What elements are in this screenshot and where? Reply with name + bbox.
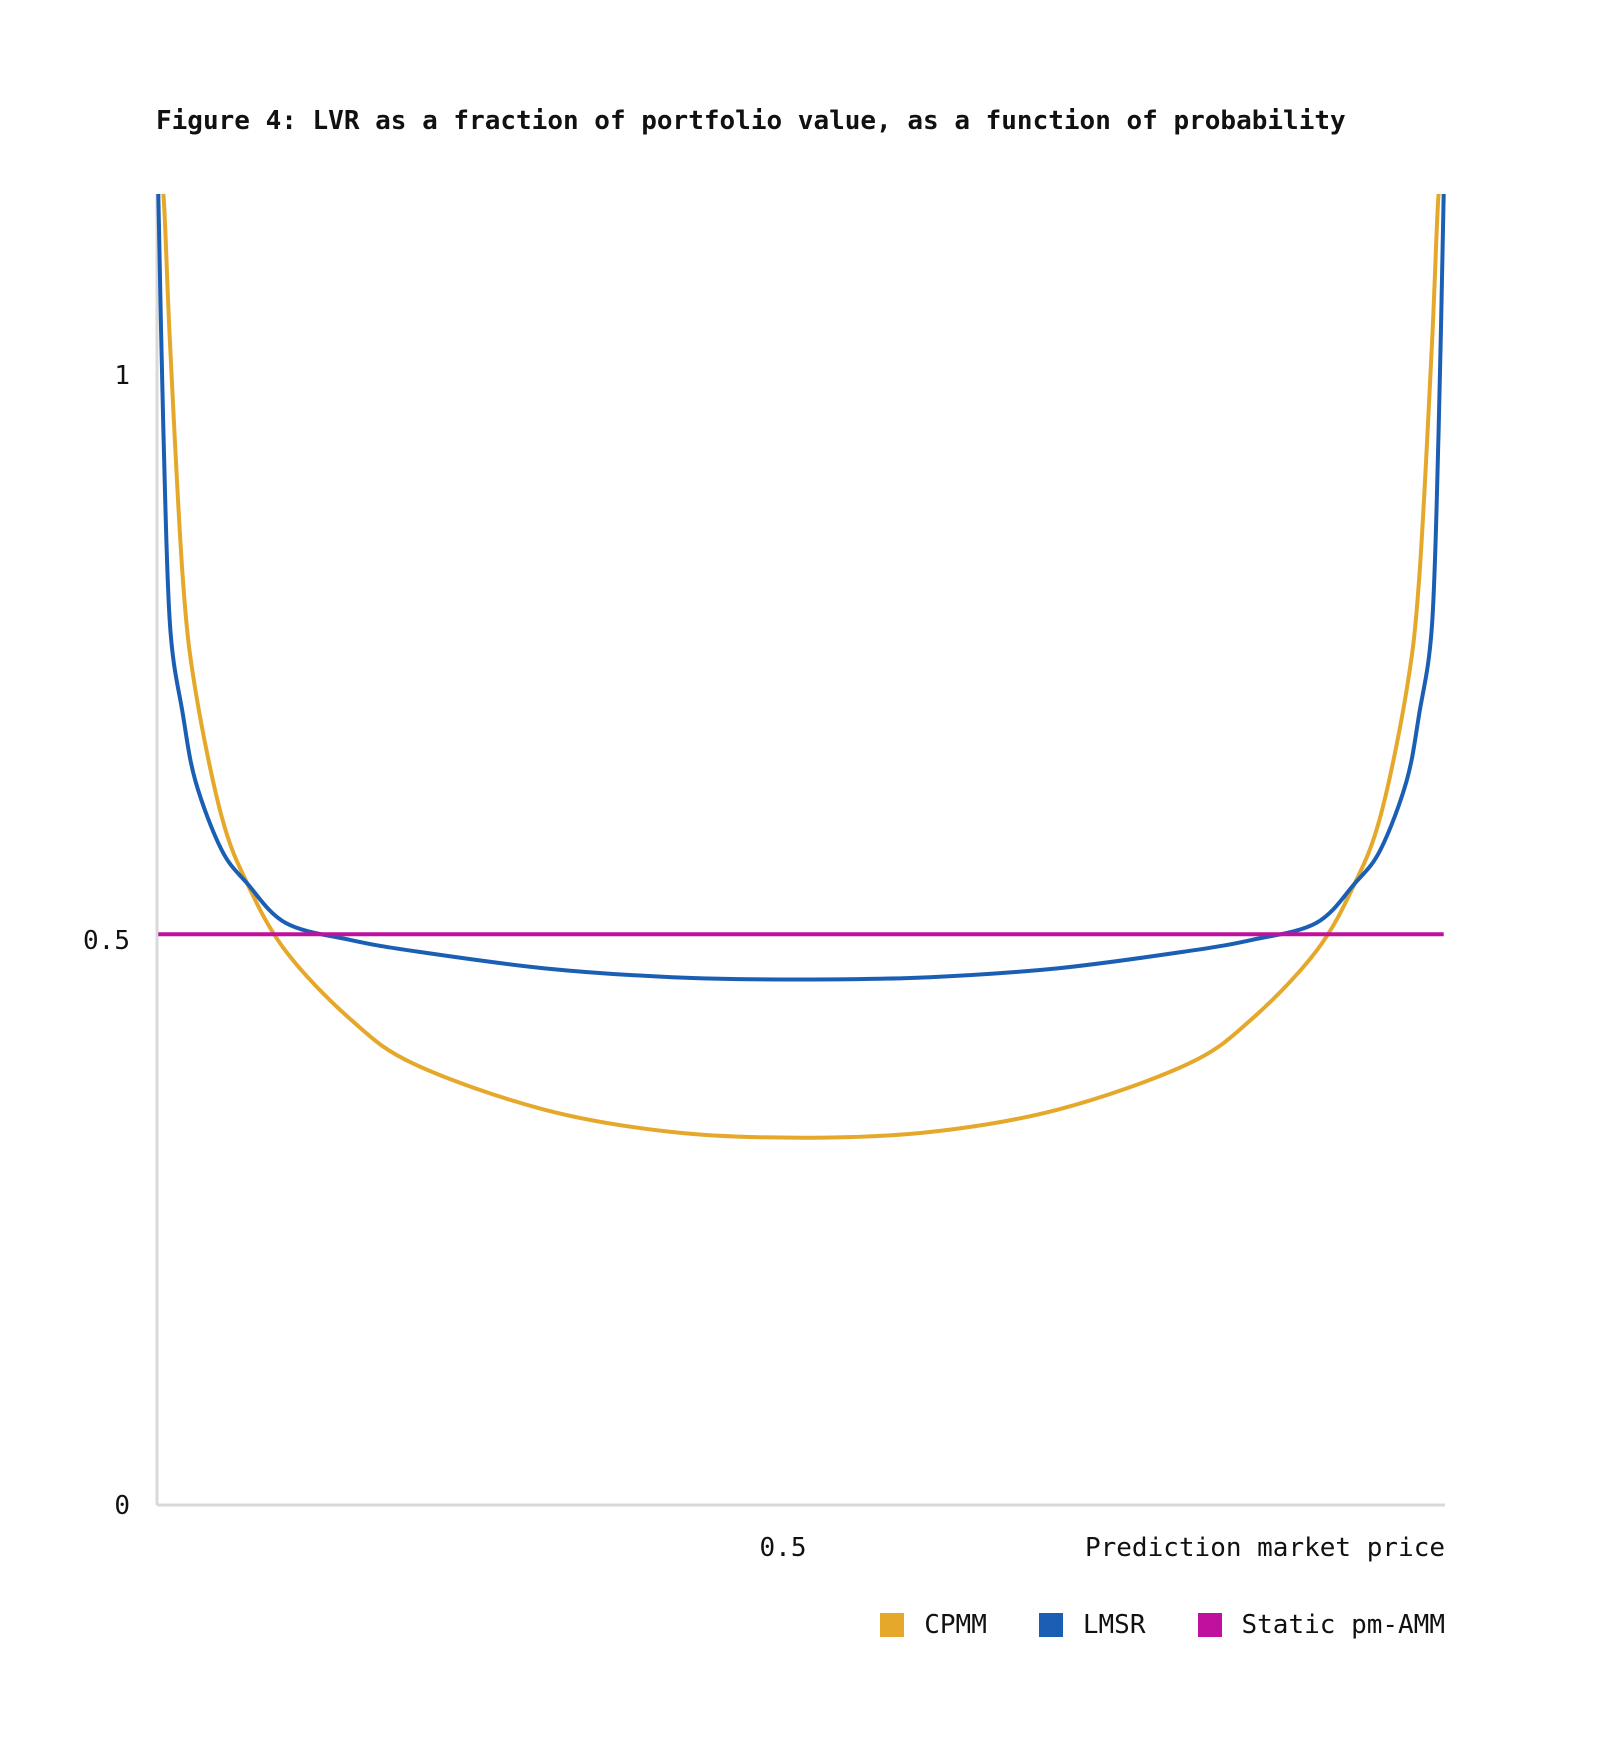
legend-item-static-pm-amm: Static pm-AMM [1197,1610,1446,1640]
legend: CPMM LMSR Static pm-AMM [880,1610,1445,1640]
chart-title: Figure 4: LVR as a fraction of portfolio… [156,106,1346,136]
y-tick-label: 0 [114,1491,130,1521]
series-line-cpmm [156,194,1446,1140]
legend-label: CPMM [924,1610,987,1640]
legend-swatch [1197,1613,1222,1637]
legend-label: Static pm-AMM [1241,1610,1446,1640]
legend-item-lmsr: LMSR [1038,1610,1146,1640]
legend-item-cpmm: CPMM [880,1610,987,1640]
legend-swatch [1038,1613,1063,1637]
y-tick-label: 0.5 [83,926,130,956]
y-tick-label: 1 [114,361,130,391]
x-axis-label: Prediction market price [1085,1533,1445,1563]
legend-swatch [880,1613,905,1637]
series-line-lmsr [156,194,1446,982]
legend-label: LMSR [1082,1610,1146,1640]
x-tick-label: 0.5 [760,1533,807,1563]
